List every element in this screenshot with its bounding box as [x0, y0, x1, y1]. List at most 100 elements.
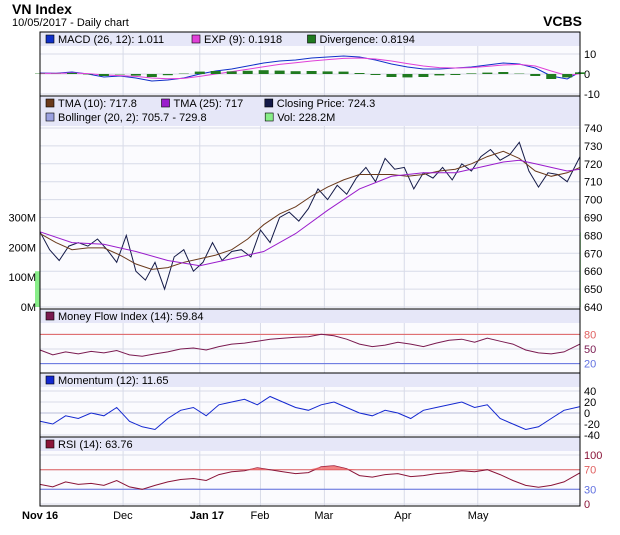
- divergence-bar: [530, 74, 541, 76]
- mfi-legend-bar: [40, 309, 580, 323]
- x-axis-label: May: [468, 510, 489, 522]
- rsi-overbought-fill: [308, 466, 322, 470]
- rsi-ytick-label: 30: [584, 484, 596, 496]
- divergence-bar: [338, 71, 349, 74]
- price-series-line: [39, 141, 581, 291]
- rsi-overbought-fill: [257, 467, 271, 470]
- x-axis-label: Apr: [394, 510, 411, 522]
- momentum-series-line: [39, 395, 581, 431]
- chart-subtitle: 10/05/2017 - Daily chart: [12, 17, 129, 29]
- brand-label: VCBS: [543, 13, 582, 29]
- price-legend-swatch: [45, 98, 55, 108]
- rsi-overbought-fill: [321, 465, 334, 470]
- price-legend-swatch: [264, 112, 274, 122]
- rsi-ytick-label: 70: [584, 465, 596, 477]
- price-legend-swatch: [161, 98, 170, 108]
- divergence-bar: [434, 74, 445, 76]
- macd-series-line: [40, 57, 581, 80]
- momentum-legend-label: Momentum (12): 11.65: [58, 375, 168, 387]
- momentum-ytick-label: -20: [584, 419, 600, 431]
- price-series-line: [39, 159, 581, 267]
- mfi-legend-swatch: [45, 311, 55, 321]
- divergence-bar: [322, 71, 333, 74]
- divergence-bar: [130, 74, 141, 76]
- price-ytick-label: 640: [584, 302, 602, 314]
- price-ytick-label: 680: [584, 230, 602, 242]
- price-ytick-label: 650: [584, 284, 602, 296]
- x-axis-label: Mar: [314, 510, 333, 522]
- price-ytick-label: 710: [584, 177, 602, 189]
- divergence-bar: [418, 74, 429, 77]
- divergence-bar: [306, 71, 317, 74]
- divergence-bar: [386, 74, 397, 77]
- divergence-bar: [370, 74, 381, 75]
- rsi-series-line: [39, 465, 581, 490]
- rsi-overbought-fill: [333, 465, 347, 470]
- divergence-bar: [274, 70, 285, 74]
- divergence-bar: [450, 74, 461, 75]
- mfi-ytick-label: 20: [584, 359, 596, 371]
- momentum-ytick-label: 0: [584, 408, 590, 420]
- macd-ytick-label: -10: [584, 89, 600, 101]
- volume-axis-label: 300M: [8, 213, 36, 225]
- rsi-overbought-fill: [244, 467, 258, 470]
- price-ytick-label: 700: [584, 195, 602, 207]
- divergence-bar: [402, 74, 413, 78]
- macd-legend-label: EXP (9): 0.1918: [204, 34, 282, 46]
- divergence-bar: [98, 74, 109, 76]
- rsi-legend-swatch: [45, 439, 55, 449]
- macd-legend-swatch: [191, 34, 201, 44]
- price-ytick-label: 730: [584, 141, 602, 153]
- macd-ytick-label: 0: [584, 69, 590, 81]
- price-ytick-label: 740: [584, 123, 602, 135]
- divergence-bar: [210, 71, 221, 74]
- macd-legend-swatch: [307, 34, 316, 44]
- divergence-bar: [482, 72, 493, 74]
- momentum-ytick-label: 40: [584, 386, 596, 398]
- x-axis-label: Dec: [113, 510, 133, 522]
- divergence-bar: [466, 73, 477, 74]
- price-legend-label: Vol: 228.2M: [277, 112, 335, 124]
- divergence-bar: [242, 70, 253, 74]
- divergence-bar: [194, 71, 205, 74]
- price-legend-label: Bollinger (20, 2): 705.7 - 729.8: [58, 112, 207, 124]
- divergence-bar: [546, 74, 557, 79]
- price-legend-swatch: [45, 112, 55, 122]
- macd-legend-swatch: [45, 34, 55, 44]
- divergence-bar: [498, 72, 509, 74]
- x-axis-label: Nov 16: [22, 510, 58, 522]
- divergence-bar: [66, 73, 77, 74]
- volume-axis-label: 200M: [8, 242, 36, 254]
- price-series-line: [39, 150, 581, 270]
- momentum-ytick-label: 20: [584, 397, 596, 409]
- momentum-legend-swatch: [45, 375, 55, 385]
- x-axis-label: Jan 17: [190, 510, 224, 522]
- price-ytick-label: 720: [584, 159, 602, 171]
- rsi-border: [39, 436, 581, 507]
- mfi-ytick-label: 80: [584, 329, 596, 341]
- price-legend-bar-2: [40, 110, 580, 126]
- macd-ytick-label: 10: [584, 49, 596, 61]
- macd-legend-label: Divergence: 0.8194: [320, 34, 415, 46]
- divergence-bar: [146, 74, 157, 77]
- price-ytick-label: 670: [584, 248, 602, 260]
- volume-axis-label: 0M: [21, 302, 36, 314]
- mfi-legend-label: Money Flow Index (14): 59.84: [58, 311, 204, 323]
- divergence-bar: [290, 71, 301, 74]
- x-axis-label: Feb: [250, 510, 269, 522]
- divergence-bar: [258, 70, 269, 74]
- price-ytick-label: 660: [584, 266, 602, 278]
- price-legend-label: TMA (25): 717: [174, 98, 244, 110]
- price-legend-label: TMA (10): 717.8: [58, 98, 137, 110]
- volume-axis-label: 100M: [8, 272, 36, 284]
- macd-legend-label: MACD (26, 12): 1.011: [58, 34, 164, 46]
- price-legend-label: Closing Price: 724.3: [277, 98, 375, 110]
- rsi-legend-bar: [40, 437, 580, 451]
- macd-series-line: [39, 55, 581, 82]
- mfi-series-line: [39, 333, 581, 357]
- divergence-bar: [226, 71, 237, 74]
- momentum-legend-bar: [40, 373, 580, 387]
- price-ytick-label: 690: [584, 213, 602, 225]
- price-legend-swatch: [264, 98, 274, 108]
